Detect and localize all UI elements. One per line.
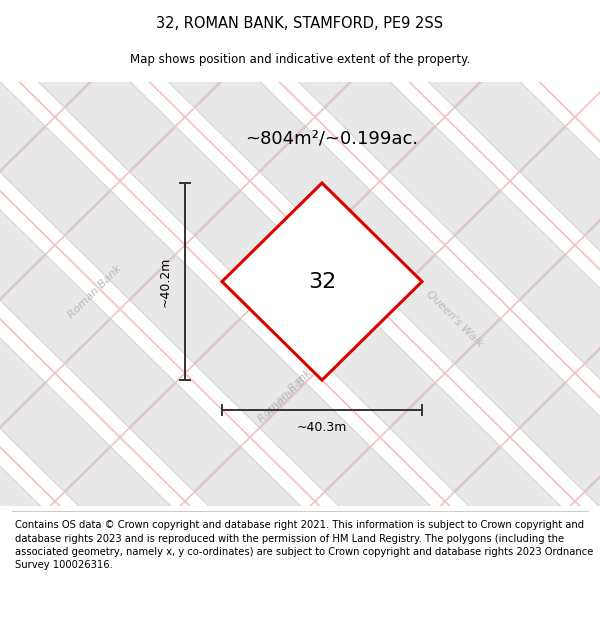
Polygon shape xyxy=(390,255,500,363)
Polygon shape xyxy=(195,448,305,556)
Text: Queen's Walk: Queen's Walk xyxy=(425,289,485,349)
Text: Roman Bank: Roman Bank xyxy=(67,263,124,320)
Text: 32: 32 xyxy=(308,272,336,292)
Polygon shape xyxy=(585,319,600,428)
Polygon shape xyxy=(520,511,600,619)
Polygon shape xyxy=(455,319,565,428)
Polygon shape xyxy=(260,383,370,491)
Polygon shape xyxy=(65,191,175,299)
Polygon shape xyxy=(455,191,565,299)
Polygon shape xyxy=(0,448,45,556)
Polygon shape xyxy=(585,191,600,299)
Polygon shape xyxy=(455,448,565,556)
Polygon shape xyxy=(390,0,500,107)
Polygon shape xyxy=(65,448,175,556)
Polygon shape xyxy=(0,319,45,428)
Polygon shape xyxy=(325,319,435,428)
Polygon shape xyxy=(130,383,240,491)
Text: Roman Bank: Roman Bank xyxy=(256,368,314,424)
Text: Roman B...: Roman B... xyxy=(265,368,315,418)
Polygon shape xyxy=(520,127,600,235)
Polygon shape xyxy=(390,383,500,491)
Polygon shape xyxy=(0,511,110,619)
Text: ~804m²/~0.199ac.: ~804m²/~0.199ac. xyxy=(245,129,419,148)
Polygon shape xyxy=(65,63,175,171)
Polygon shape xyxy=(0,383,110,491)
Polygon shape xyxy=(325,191,435,299)
Polygon shape xyxy=(325,63,435,171)
Polygon shape xyxy=(520,255,600,363)
Polygon shape xyxy=(260,127,370,235)
Text: 32, ROMAN BANK, STAMFORD, PE9 2SS: 32, ROMAN BANK, STAMFORD, PE9 2SS xyxy=(157,16,443,31)
Polygon shape xyxy=(260,255,370,363)
Polygon shape xyxy=(325,448,435,556)
Polygon shape xyxy=(130,511,240,619)
Polygon shape xyxy=(195,191,305,299)
Polygon shape xyxy=(0,127,110,235)
Polygon shape xyxy=(65,319,175,428)
Polygon shape xyxy=(390,511,500,619)
Polygon shape xyxy=(260,511,370,619)
Text: ~40.2m: ~40.2m xyxy=(158,256,172,307)
Polygon shape xyxy=(195,319,305,428)
Polygon shape xyxy=(130,255,240,363)
Polygon shape xyxy=(455,63,565,171)
Polygon shape xyxy=(390,127,500,235)
Text: ~40.3m: ~40.3m xyxy=(297,421,347,434)
Polygon shape xyxy=(260,0,370,107)
Polygon shape xyxy=(195,63,305,171)
Polygon shape xyxy=(0,63,45,171)
Polygon shape xyxy=(222,183,422,380)
Polygon shape xyxy=(0,191,45,299)
Polygon shape xyxy=(130,127,240,235)
Polygon shape xyxy=(585,448,600,556)
Polygon shape xyxy=(0,0,110,107)
Polygon shape xyxy=(0,255,110,363)
Text: Map shows position and indicative extent of the property.: Map shows position and indicative extent… xyxy=(130,53,470,66)
Text: Contains OS data © Crown copyright and database right 2021. This information is : Contains OS data © Crown copyright and d… xyxy=(15,521,593,570)
Polygon shape xyxy=(520,383,600,491)
Polygon shape xyxy=(130,0,240,107)
